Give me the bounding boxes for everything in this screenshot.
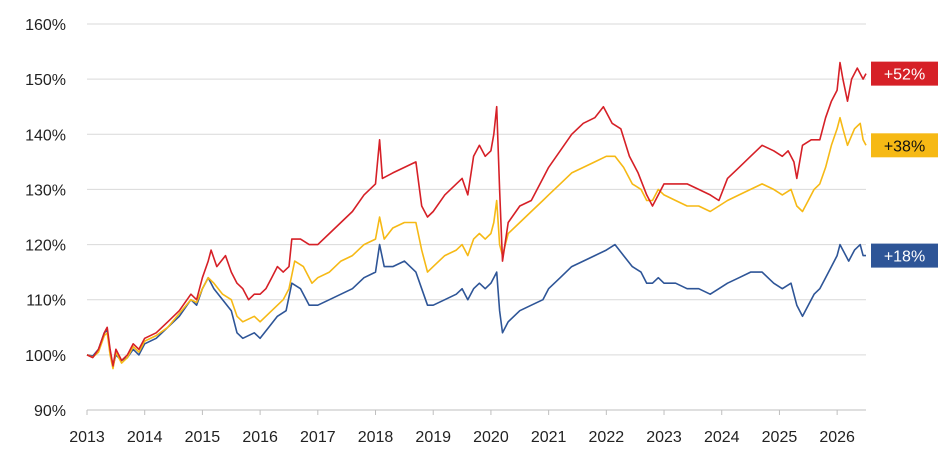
end-label-text: +18% <box>884 249 925 266</box>
series-line <box>86 116 867 370</box>
series-line <box>86 61 867 367</box>
x-tick-label: 2026 <box>819 429 855 446</box>
y-tick-label: 120% <box>25 238 66 255</box>
end-label-text: +38% <box>884 138 925 155</box>
x-tick-label: 2020 <box>473 429 509 446</box>
end-label-box <box>871 243 938 268</box>
end-labels: +52% +38% +18% <box>871 61 938 268</box>
x-tick-label: 2013 <box>69 429 105 446</box>
x-tick-label: 2024 <box>704 429 740 446</box>
y-tick-label: 110% <box>26 293 66 310</box>
x-tick-label: 2021 <box>531 429 567 446</box>
x-tick-label: 2019 <box>415 429 451 446</box>
x-tick-label: 2014 <box>127 429 163 446</box>
end-label-box <box>871 133 938 158</box>
x-axis: 2013 2014 2015 2016 2017 2018 2019 2020 2021 2022… <box>69 409 866 446</box>
y-tick-label: 100% <box>25 348 66 365</box>
y-tick-label: 160% <box>25 17 66 34</box>
series-lines <box>86 61 867 370</box>
end-label-text: +52% <box>884 67 925 84</box>
x-tick-label: 2018 <box>358 429 394 446</box>
gridlines <box>87 23 866 411</box>
x-tick-label: 2022 <box>589 429 625 446</box>
y-axis-ticks: 90% 100% 110% 120% 130% 140% 150% 160% <box>25 17 66 420</box>
series-line <box>86 243 866 367</box>
y-tick-label: 130% <box>25 182 66 199</box>
x-tick-label: 2015 <box>185 429 221 446</box>
x-tick-label: 2025 <box>762 429 798 446</box>
y-tick-label: 150% <box>25 72 66 89</box>
x-tick-label: 2016 <box>242 429 278 446</box>
y-tick-label: 90% <box>34 403 66 420</box>
x-tick-label: 2023 <box>646 429 682 446</box>
y-tick-label: 140% <box>25 127 66 144</box>
x-tick-label: 2017 <box>300 429 336 446</box>
end-label-box <box>871 61 938 86</box>
